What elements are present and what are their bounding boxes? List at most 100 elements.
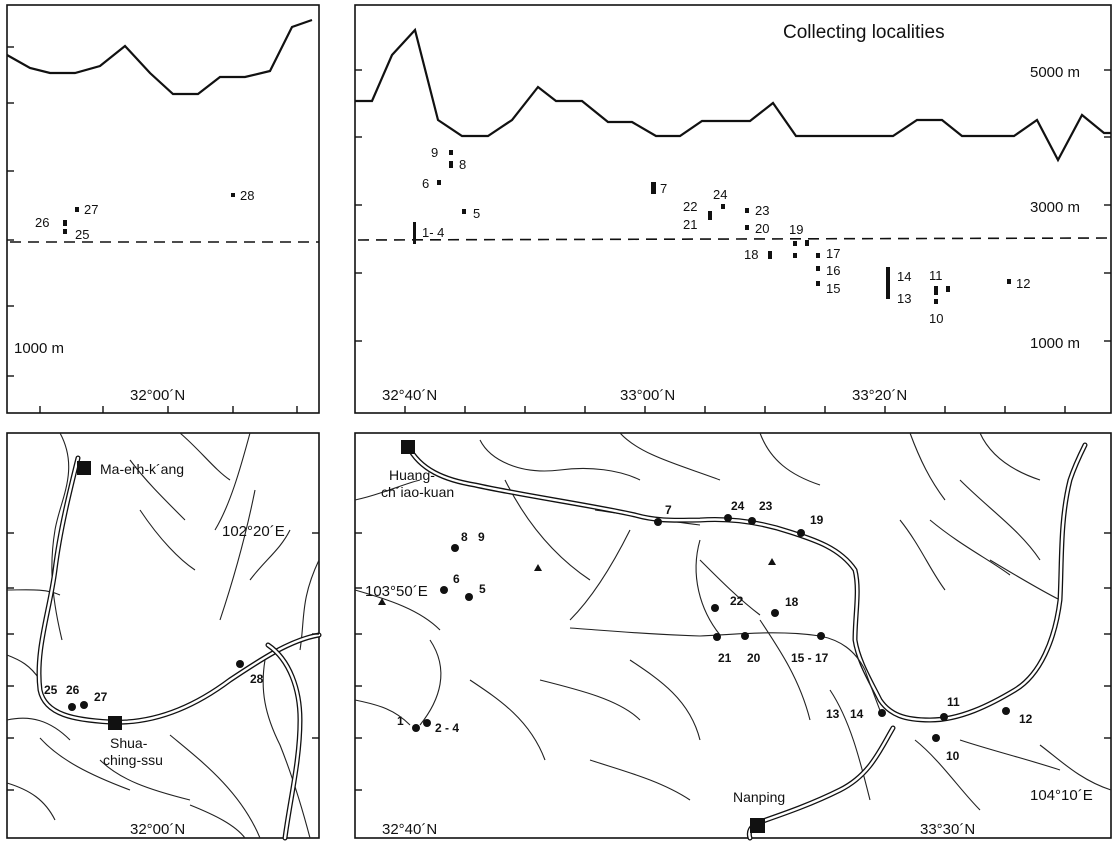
map-label-14: 14 [850,707,864,721]
map-label-20: 20 [747,651,761,665]
profile-label-5: 5 [473,206,480,221]
map-panel-right: Huang- ch´iao-kuan Nanping 103°50´E 104°… [7,432,1112,841]
map-label-22: 22 [730,594,744,608]
profile-marker-18 [768,251,772,259]
town-shua-line2: ching-ssu [103,752,163,768]
locality-dot-icon [932,734,940,742]
profile-marker-24 [721,204,725,209]
profile-label-13: 13 [897,291,911,306]
profile-label-26: 26 [35,215,49,230]
map-label-24: 24 [731,499,745,513]
map-label-18: 18 [785,595,799,609]
map-right-localities [412,514,1010,742]
locality-dot-icon [711,604,719,612]
map-right-labels: 8 9 6 5 1 2 - 4 7 24 23 19 22 18 21 20 1… [397,499,1033,763]
map-right-frame [354,432,1112,839]
map-label-11: 11 [947,695,960,709]
locality-dot-icon [1002,707,1010,715]
map-label-13: 13 [826,707,840,721]
profile-marker-22-21 [708,211,712,220]
profile-marker-10 [934,299,938,304]
altitude-label-1000: 1000 m [1030,335,1080,352]
peak-triangle-icon [768,558,776,565]
main-river-left [36,455,322,725]
profile-label-18: 18 [744,247,758,262]
profile-label-7: 7 [660,181,667,196]
map-left-frame [6,432,320,839]
profile-label-17: 17 [826,246,840,261]
map-label-23: 23 [759,499,773,513]
profile-marker-7 [651,182,656,194]
locality-dot-icon [654,518,662,526]
profile-panel-left: 1000 m 32°00´N 26 27 25 28 [6,4,320,414]
profile-marker-11b [946,286,950,292]
profile-label-24: 24 [713,187,727,202]
profile-marker-19c [805,240,809,246]
profile-label-11: 11 [929,268,943,283]
profile-marker-6 [437,180,441,185]
profile-marker-27 [75,207,79,212]
profile-label-20: 20 [755,221,769,236]
ridge-line-right [355,27,1111,163]
profile-marker-19b [793,253,797,258]
altitude-label-3000: 3000 m [1030,199,1080,216]
profile-marker-12 [1007,279,1011,284]
profile-label-15: 15 [826,281,840,296]
locality-dot-icon [236,660,244,668]
map-lat-label-2: 33°30´N [920,821,975,838]
profile-left-frame [6,4,320,414]
locality-dot-icon [423,719,431,727]
profile-label-10: 10 [929,311,943,326]
map-label-27: 27 [94,690,108,704]
map-label-9: 9 [478,530,485,544]
profile-marker-23 [745,208,749,213]
figure-title: Collecting localities [783,22,945,43]
profile-lat-label-1: 32°40´N [382,387,437,404]
map-panel-left: Ma-erh-k´ang Shua- ching-ssu 102°20´E 32… [6,432,322,841]
profile-left-markers: 26 27 25 28 [35,188,254,242]
map-lon-label-right: 104°10´E [1030,787,1093,804]
map-label-12: 12 [1019,712,1033,726]
map-label-25: 25 [44,683,58,697]
altitude-label-5000: 5000 m [1030,64,1080,81]
altitude-label-1000-left: 1000 m [14,340,64,357]
map-label-7: 7 [665,503,672,517]
profile-marker-25 [63,229,67,234]
map-label-8: 8 [461,530,468,544]
town-nanping: Nanping [733,789,785,805]
profile-label-8: 8 [459,157,466,172]
profile-marker-15 [816,281,820,286]
locality-dot-icon [412,724,420,732]
locality-dot-icon [451,544,459,552]
town-shua-line1: Shua- [110,735,148,751]
profile-panel-right: Collecting localities 5000 m 3000 m 1000… [354,4,1112,414]
locality-dot-icon [878,709,886,717]
profile-label-6: 6 [422,176,429,191]
ridge-line-left [6,18,313,96]
locality-dot-icon [465,593,473,601]
locality-dot-icon [80,701,88,709]
profile-label-25: 25 [75,227,89,242]
profile-right-frame [354,4,1112,414]
profile-lat-label-3: 33°20´N [852,387,907,404]
town-square-icon [750,818,765,833]
profile-marker-20 [745,225,749,230]
map-right-streams [354,432,1112,811]
town-square-icon [77,461,91,475]
profile-marker-9 [449,150,453,155]
profile-marker-1-4 [413,222,416,244]
profile-label-12: 12 [1016,276,1030,291]
profile-marker-14-13 [886,267,890,299]
profile-label-14: 14 [897,269,911,284]
map-label-1: 1 [397,714,404,728]
profile-label-16: 16 [826,263,840,278]
map-label-2-4: 2 - 4 [435,721,459,735]
profile-marker-8 [449,161,453,168]
locality-dot-icon [741,632,749,640]
map-label-5: 5 [479,582,486,596]
profile-label-23: 23 [755,203,769,218]
profile-marker-26 [63,220,67,226]
map-label-26: 26 [66,683,80,697]
town-huang-line1: Huang- [389,467,435,483]
